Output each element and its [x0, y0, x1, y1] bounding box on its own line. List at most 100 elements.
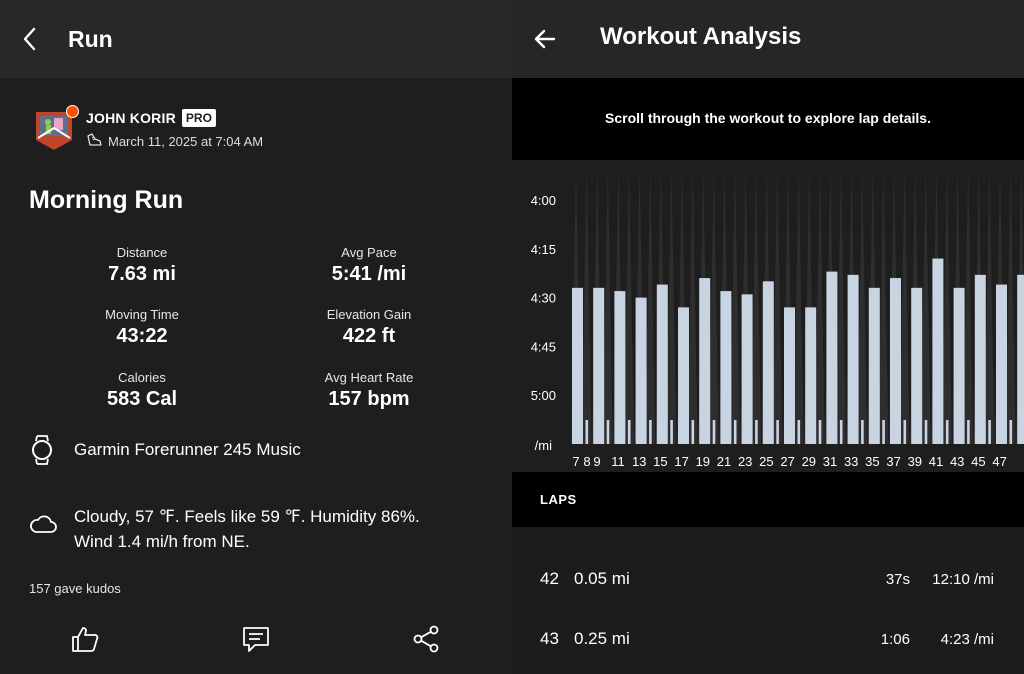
x-tick-label: 47 [992, 454, 1006, 469]
arrow-left-icon [534, 29, 556, 49]
x-tick-label: 37 [886, 454, 900, 469]
background-spike [645, 166, 656, 444]
background-spike [624, 166, 634, 444]
background-spike [772, 166, 783, 444]
recovery-bar [776, 420, 779, 444]
watch-icon [32, 435, 52, 465]
recovery-bar [924, 420, 928, 444]
lap-bar[interactable] [720, 291, 732, 444]
x-tick-label: 23 [738, 454, 752, 469]
lap-bar[interactable] [741, 294, 753, 444]
activity-datetime: March 11, 2025 at 7:04 AM [108, 134, 264, 149]
lap-row[interactable]: 42 0.05 mi 37s 12:10 /mi [512, 559, 1024, 599]
x-tick-label: 21 [717, 454, 731, 469]
back-button[interactable] [22, 24, 46, 54]
x-tick-label: 9 [593, 454, 600, 469]
stat-value: 157 bpm [328, 388, 410, 410]
lap-bar[interactable] [953, 287, 965, 444]
x-tick-label: 41 [929, 454, 943, 469]
lap-bar[interactable] [699, 278, 711, 444]
stat-label: Calories [118, 370, 166, 385]
device-name: Garmin Forerunner 245 Music [74, 440, 301, 459]
lap-bar[interactable] [868, 287, 880, 444]
background-spike [814, 166, 825, 444]
lap-bar[interactable] [974, 274, 986, 444]
lap-bar[interactable] [614, 291, 626, 444]
stat-avg-pace: Avg Pace 5:41 /mi [279, 245, 459, 286]
activity-header: Run [0, 0, 512, 78]
background-spike [920, 166, 931, 444]
kudos-button[interactable] [68, 622, 102, 656]
recovery-bar [755, 420, 758, 444]
avatar[interactable] [32, 105, 79, 152]
workout-analysis-panel: Workout Analysis Scroll through the work… [512, 0, 1024, 674]
stat-avg-heart-rate: Avg Heart Rate 157 bpm [279, 370, 459, 411]
share-icon [413, 625, 439, 653]
recovery-bar [649, 420, 652, 444]
shoe-icon [86, 133, 102, 150]
back-button[interactable] [534, 24, 558, 54]
lap-bar[interactable] [996, 284, 1007, 444]
background-spike [963, 166, 974, 444]
background-spike [836, 166, 846, 444]
kudos-count[interactable]: 157 gave kudos [29, 581, 121, 596]
lap-row[interactable]: 43 0.25 mi 1:06 4:23 /mi [512, 619, 1024, 659]
lap-bar[interactable] [678, 307, 689, 444]
stat-label: Elevation Gain [326, 307, 412, 322]
recovery-bar [733, 420, 737, 444]
stat-calories: Calories 583 Cal [52, 370, 232, 411]
scroll-hint-band: Scroll through the workout to explore la… [512, 78, 1024, 160]
stat-elevation-gain: Elevation Gain 422 ft [279, 307, 459, 348]
lap-pace: 12:10 /mi [932, 570, 994, 588]
lap-bar[interactable] [890, 278, 901, 444]
lap-bar[interactable] [572, 287, 583, 444]
recovery-bar [606, 420, 610, 444]
lap-bar[interactable] [762, 281, 774, 444]
background-spike [581, 166, 592, 444]
stat-label: Avg Heart Rate [324, 370, 414, 385]
x-tick-label: 15 [653, 454, 667, 469]
lap-bar[interactable] [656, 284, 668, 444]
lap-bar[interactable] [805, 307, 817, 444]
chevron-left-icon [23, 27, 36, 51]
share-button[interactable] [409, 622, 443, 656]
thumbs-up-icon [72, 627, 99, 652]
recovery-bar [839, 420, 843, 444]
y-tick-label: 4:15 [531, 242, 556, 257]
stat-value: 422 ft [342, 325, 396, 347]
lap-number: 43 [540, 629, 559, 648]
lap-distance: 0.25 mi [574, 629, 630, 648]
recovery-bar [818, 420, 822, 444]
stat-value: 5:41 /mi [331, 263, 407, 285]
y-tick-label: 4:45 [531, 339, 556, 354]
athlete-name[interactable]: JOHN KORIR [86, 110, 176, 126]
background-spike [1005, 166, 1016, 444]
lap-bar[interactable] [847, 274, 859, 444]
athlete-block[interactable]: JOHN KORIR PRO March 11, 2025 at 7:04 AM [32, 105, 264, 152]
x-tick-label: 35 [865, 454, 879, 469]
lap-bar[interactable] [635, 297, 647, 444]
recovery-bar [670, 420, 673, 444]
lap-bar[interactable] [911, 287, 923, 444]
x-tick-label: 11 [611, 454, 625, 469]
pace-chart[interactable]: 4:00 4:15 4:30 4:45 5:00/mi 7 8 9 11 13 15 17 19 21 23… [512, 160, 1024, 472]
x-tick-label: 13 [632, 454, 646, 469]
x-tick-label: 7 [572, 454, 579, 469]
recovery-bar [797, 420, 801, 444]
comment-button[interactable] [239, 622, 273, 656]
y-tick-label: 4:30 [531, 291, 556, 306]
lap-bar[interactable] [784, 307, 795, 444]
pace-chart-svg[interactable]: 4:00 4:15 4:30 4:45 5:00/mi 7 8 9 11 13 15 17 19 21 23… [512, 160, 1024, 472]
lap-bar[interactable] [826, 271, 838, 444]
stat-distance: Distance 7.63 mi [52, 245, 232, 286]
background-spike [857, 166, 868, 444]
x-tick-label: 17 [674, 454, 688, 469]
cloud-icon [30, 515, 57, 533]
lap-bar[interactable] [593, 287, 605, 444]
lap-bar[interactable] [1017, 274, 1024, 444]
activity-panel: Run JOHN KORIR PRO March 11, [0, 0, 512, 656]
lap-bar[interactable] [932, 258, 944, 444]
x-tick-label: 25 [759, 454, 773, 469]
pro-badge: PRO [181, 109, 216, 127]
background-spike [708, 166, 719, 444]
